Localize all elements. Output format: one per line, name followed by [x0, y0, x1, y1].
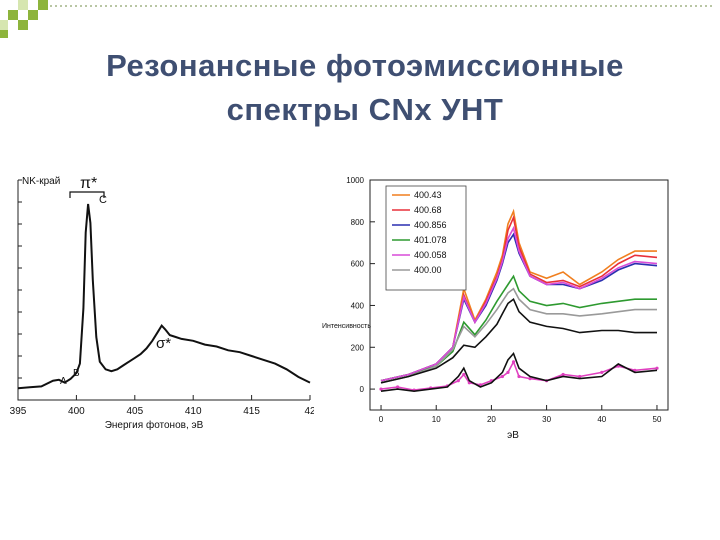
x-tick-label: 50	[653, 415, 662, 424]
legend-box	[385, 185, 467, 291]
difference-point	[396, 385, 400, 389]
legend-label: 400.856	[414, 220, 447, 230]
x-tick-label: 40	[597, 415, 606, 424]
y-axis-label: Интенсивность	[322, 323, 371, 330]
axis-frame	[17, 180, 310, 401]
difference-point	[561, 372, 565, 377]
title-line-2: спектры CNx УНТ	[226, 92, 504, 127]
pi-star-bracket	[69, 191, 105, 198]
difference-point	[462, 372, 466, 377]
annotation-label: σ*	[156, 335, 171, 352]
x-tick-label: 395	[10, 406, 27, 417]
legend-label: 400.00	[414, 265, 442, 275]
x-axis-label: эВ	[507, 430, 519, 441]
difference-point	[456, 379, 460, 383]
y-tick-label: 800	[351, 218, 365, 227]
difference-point	[528, 377, 532, 381]
deco-square	[0, 20, 8, 30]
x-tick-label: 30	[542, 415, 551, 424]
difference-point	[517, 374, 521, 379]
legend-label: 401.078	[414, 235, 447, 245]
annotation-label: B	[73, 368, 80, 379]
difference-point	[600, 370, 604, 374]
x-tick-label: 42	[304, 406, 314, 417]
x-tick-label: 405	[126, 406, 143, 417]
deco-square	[28, 10, 38, 20]
x-tick-label: 415	[243, 406, 260, 417]
y-tick-label: 600	[351, 260, 365, 269]
annotation-label: NK-край	[22, 176, 60, 187]
y-tick-label: 400	[351, 301, 365, 310]
spectrum-series-line	[380, 287, 657, 384]
spectrum-series-line	[380, 297, 657, 384]
spectrum-series-line	[380, 351, 658, 393]
x-axis-label: Энергия фотонов, эВ	[105, 419, 204, 431]
slide-title: Резонансные фотоэмиссионные спектры CNx …	[60, 44, 670, 132]
y-tick-label: 200	[351, 343, 365, 352]
nk-edge-absorption-chart: 395 400 405 410 415 42 Энергия фотонов, эВ NK-к…	[10, 175, 314, 431]
deco-square	[38, 0, 48, 10]
spectrum-series-line	[380, 225, 658, 382]
difference-point	[379, 387, 383, 391]
y-tick-label: 0	[360, 385, 365, 394]
legend-label: 400.058	[414, 250, 447, 260]
annotation-label: π*	[80, 175, 97, 192]
x-tick-label: 10	[432, 415, 441, 424]
difference-point	[511, 360, 516, 364]
x-tick-label: 400	[68, 406, 85, 417]
difference-point	[500, 374, 504, 379]
deco-square	[8, 10, 18, 20]
x-tick-label: 20	[487, 415, 496, 424]
y-tick-label: 1000	[346, 176, 364, 185]
spectrum-line	[17, 203, 311, 390]
x-tick-label: 0	[379, 415, 384, 424]
plot-frame	[369, 179, 669, 411]
legend-label: 400.43	[414, 190, 442, 200]
deco-square	[18, 20, 28, 30]
difference-point	[506, 370, 510, 374]
title-line-1: Резонансные фотоэмиссионные	[106, 48, 624, 83]
annotation-label: C	[99, 194, 107, 206]
spectrum-series-line	[380, 359, 658, 391]
difference-point	[578, 374, 582, 379]
difference-point	[655, 366, 659, 370]
deco-square	[0, 30, 8, 38]
deco-square	[18, 0, 28, 10]
resonant-photoemission-chart: 0 200 400 600 800 1000 0 10 20 30 40 50 эВ Интенсивно…	[322, 176, 669, 441]
x-tick-label: 410	[185, 406, 202, 417]
corner-decoration	[0, 0, 712, 38]
legend-label: 400.68	[414, 205, 442, 215]
spectrum-series-line	[380, 274, 657, 382]
annotation-label: A	[60, 376, 67, 387]
